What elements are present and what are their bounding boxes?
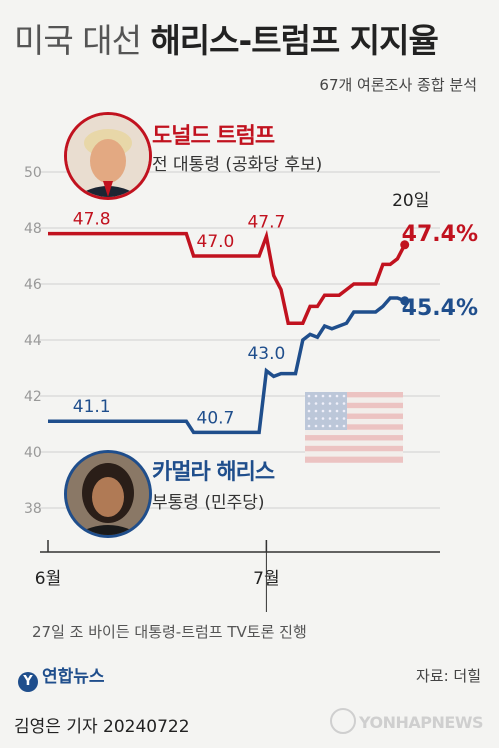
flag-star <box>307 417 311 420</box>
flag-star <box>314 394 318 398</box>
yonhap-logo-icon: Y <box>18 672 38 692</box>
flag-stripe <box>305 413 403 420</box>
title-prefix: 미국 대선 <box>14 21 142 60</box>
chart-series <box>48 229 410 435</box>
flag-stripe <box>305 408 403 415</box>
flag-star <box>328 409 332 413</box>
flag-stripe <box>305 440 403 447</box>
data-label: 43.0 <box>247 344 285 364</box>
series-end-label: 45.4% <box>402 296 478 321</box>
flag-fade <box>305 392 403 462</box>
flag-star <box>328 417 332 420</box>
logo-text: 연합뉴스 <box>42 667 105 687</box>
flag-stripe <box>305 429 403 436</box>
y-tick-label: 38 <box>24 501 42 517</box>
flag-star <box>314 424 318 428</box>
watermark: YONHAPNEWS <box>330 708 484 734</box>
chart-labels: 20일 47.8 47.0 47.7 47.4% 41.1 40.7 43.0 45.4% <box>73 191 478 428</box>
flag-stripe <box>305 451 403 458</box>
harris-series-line <box>48 296 406 435</box>
flag-star <box>328 402 332 405</box>
flag-star <box>342 402 346 405</box>
flag-star <box>321 394 325 398</box>
flag-stripe <box>305 392 403 398</box>
debate-note: 27일 조 바이든 대통령-트럼프 TV토론 진행 <box>32 623 307 641</box>
trump-name: 도널드 트럼프 <box>152 124 275 149</box>
page-title: 미국 대선 해리스-트럼프 지지율 <box>14 14 439 62</box>
flag-star <box>342 394 346 398</box>
yonhap-logo: Y 연합뉴스 <box>18 662 105 692</box>
flag-star <box>342 409 346 413</box>
flag-stripe <box>305 445 403 452</box>
flag-stripe <box>305 424 403 431</box>
flag-star <box>335 402 339 405</box>
series-end-label: 47.4% <box>402 222 478 247</box>
data-label: 47.7 <box>247 212 285 232</box>
flag-star <box>335 409 339 413</box>
flag-star <box>307 424 311 428</box>
flag-star <box>328 394 332 398</box>
title-main: 해리스-트럼프 지지율 <box>150 21 438 60</box>
flag-star <box>314 417 318 420</box>
y-tick-label: 46 <box>24 277 42 293</box>
flag-stripe <box>305 418 403 425</box>
harris-avatar <box>64 450 152 538</box>
harris-role: 부통령 (민주당) <box>152 493 265 513</box>
flag-star <box>321 402 325 405</box>
y-tick-label: 44 <box>24 333 42 349</box>
flag-stripe <box>305 402 403 409</box>
watermark-text: YONHAPNEWS <box>359 713 484 732</box>
flag-stripe <box>305 456 403 463</box>
data-label: 47.8 <box>73 210 111 230</box>
us-flag-image <box>305 392 403 463</box>
y-tick-label: 48 <box>24 221 42 237</box>
flag-star <box>307 394 311 398</box>
flag-star <box>307 402 311 405</box>
end-date-label: 20일 <box>392 191 429 211</box>
flag-star <box>328 424 332 428</box>
flag-star <box>314 402 318 405</box>
flag-star <box>321 424 325 428</box>
flag-stripe <box>305 435 403 441</box>
trump-role: 전 대통령 (공화당 후보) <box>152 155 323 175</box>
data-label: 41.1 <box>73 397 111 417</box>
y-tick-label: 50 <box>24 165 42 181</box>
harris-name: 카멀라 해리스 <box>152 460 275 485</box>
flag-star <box>342 417 346 420</box>
y-tick-label: 40 <box>24 445 42 461</box>
flag-star <box>307 409 311 413</box>
flag-star <box>321 417 325 420</box>
flag-star <box>335 424 339 428</box>
flag-star <box>342 424 346 428</box>
flag-star <box>335 417 339 420</box>
flag-stripe <box>305 397 403 404</box>
flag-canton <box>305 392 347 430</box>
watermark-icon <box>330 708 356 734</box>
y-tick-label: 42 <box>24 389 42 405</box>
series-end-point <box>400 296 410 306</box>
data-label: 40.7 <box>197 408 235 428</box>
trump-avatar <box>64 112 152 200</box>
flag-star <box>321 409 325 413</box>
trump-series-line <box>48 229 407 325</box>
data-label: 47.0 <box>197 232 235 252</box>
flag-star <box>335 394 339 398</box>
series-end-point <box>400 240 410 250</box>
credit-line: 김영은 기자 20240722 <box>14 717 190 737</box>
x-tick-label: 6월 <box>35 569 61 589</box>
flag-star <box>314 409 318 413</box>
source-note: 자료: 더힐 <box>415 667 481 685</box>
page-subtitle: 67개 여론조사 종합 분석 <box>319 76 477 94</box>
